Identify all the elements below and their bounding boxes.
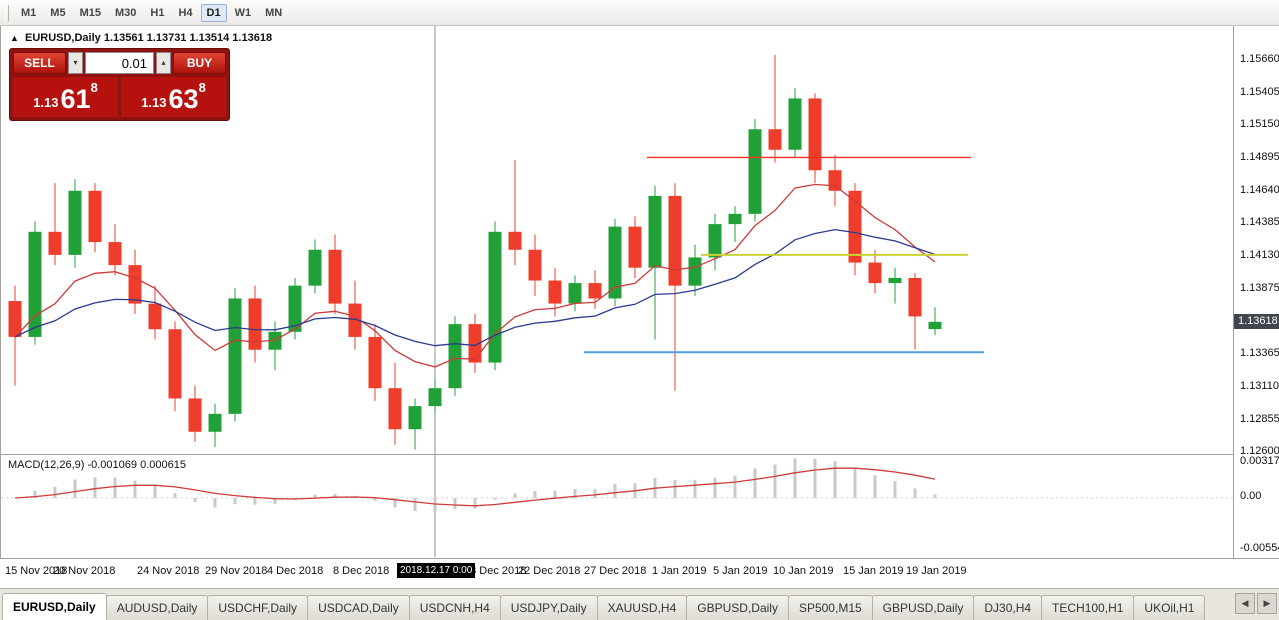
moving-average-line bbox=[14, 228, 936, 347]
sell-price-sup: 8 bbox=[90, 80, 98, 95]
arrow-right-icon: ▶ bbox=[1263, 598, 1271, 608]
chart-area: ▲ EURUSD,Daily 1.13561 1.13731 1.13514 1… bbox=[0, 26, 1233, 558]
sell-price-prefix: 1.13 bbox=[33, 95, 59, 110]
macd-axis-label: 0.003171 bbox=[1240, 455, 1279, 468]
volume-input[interactable] bbox=[85, 52, 154, 74]
tab-gbpusd-daily[interactable]: GBPUSD,Daily bbox=[686, 595, 789, 620]
tab-gbpusd-daily[interactable]: GBPUSD,Daily bbox=[871, 595, 975, 620]
macd-axis-label: -0.005543 bbox=[1240, 542, 1279, 554]
time-axis-label: 18 Dec 2018 bbox=[464, 565, 527, 577]
price-axis-label: 1.13365 bbox=[1240, 347, 1279, 360]
price-axis-label: 1.14895 bbox=[1240, 151, 1279, 164]
chevron-down-icon: ▾ bbox=[73, 58, 78, 67]
macd-signal-line bbox=[14, 467, 936, 507]
tab-usdjpy-daily[interactable]: USDJPY,Daily bbox=[499, 595, 598, 620]
price-axis: 1.13618 1.15660 1.15405 1.15150 1.14895 1.14… bbox=[1233, 26, 1279, 558]
buy-price-sup: 8 bbox=[198, 80, 206, 95]
volume-increase-button[interactable]: ▴ bbox=[156, 52, 171, 74]
time-axis-label: 15 Jan 2019 bbox=[843, 565, 904, 577]
time-axis-label: 10 Jan 2019 bbox=[773, 565, 834, 577]
buy-price-main: 63 bbox=[168, 84, 199, 115]
time-axis-label: 24 Nov 2018 bbox=[137, 565, 200, 577]
sell-button[interactable]: SELL bbox=[13, 52, 66, 74]
chart-symbol-label: EURUSD,Daily bbox=[24, 32, 101, 44]
time-axis-label: 29 Nov 2018 bbox=[205, 565, 268, 577]
price-axis-label: 1.14640 bbox=[1240, 183, 1279, 196]
tab-usdcad-daily[interactable]: USDCAD,Daily bbox=[307, 595, 410, 620]
toolbar-grip[interactable] bbox=[5, 4, 9, 21]
time-axis-label: 8 Dec 2018 bbox=[333, 565, 390, 577]
time-axis-label: 15 Nov 2018 bbox=[5, 565, 68, 577]
tab-xauusd-h4[interactable]: XAUUSD,H4 bbox=[596, 595, 688, 620]
chart-ohlc-values: 1.13561 1.13731 1.13514 1.13618 bbox=[103, 32, 273, 44]
collapse-trade-panel-icon[interactable]: ▲ bbox=[10, 33, 19, 43]
price-axis-label: 1.15150 bbox=[1240, 118, 1279, 131]
tab-ukoil-h1[interactable]: UKOil,H1 bbox=[1133, 595, 1206, 620]
tab-sp500-m15[interactable]: SP500,M15 bbox=[787, 595, 873, 620]
crosshair-date-label: 2018.12.17 0:00 bbox=[397, 563, 476, 578]
timeframe-button-w1[interactable]: W1 bbox=[234, 6, 252, 19]
scroll-tabs-right-button[interactable]: ▶ bbox=[1257, 593, 1277, 614]
time-axis-label: 1 Jan 2019 bbox=[652, 565, 707, 577]
tab-eurusd-daily[interactable]: EURUSD,Daily bbox=[2, 593, 107, 620]
price-axis-label: 1.13875 bbox=[1240, 281, 1279, 294]
timeframe-button-h4[interactable]: H4 bbox=[178, 6, 193, 19]
macd-indicator-label: MACD(12,26,9) -0.001069 0.000615 bbox=[8, 459, 186, 471]
chevron-up-icon: ▴ bbox=[161, 58, 166, 67]
time-axis-label: 5 Jan 2019 bbox=[713, 565, 768, 577]
chart-ohlc-header: ▲ EURUSD,Daily 1.13561 1.13731 1.13514 1… bbox=[10, 32, 272, 44]
price-chart-canvas[interactable] bbox=[1, 26, 1233, 454]
timeframe-button-m30[interactable]: M30 bbox=[114, 6, 137, 19]
buy-button[interactable]: BUY bbox=[173, 52, 226, 74]
time-axis: 2018.12.17 0:00 15 Nov 2018 20 Nov 2018 24… bbox=[0, 558, 1279, 588]
macd-indicator-canvas[interactable] bbox=[1, 454, 1233, 557]
time-axis-label: 27 Dec 2018 bbox=[584, 565, 647, 577]
tab-audusd-daily[interactable]: AUDUSD,Daily bbox=[105, 595, 209, 620]
buy-price-prefix: 1.13 bbox=[141, 95, 167, 110]
sell-price-main: 61 bbox=[60, 84, 91, 115]
one-click-trade-panel: SELL ▾ ▴ BUY 1.13 61 8 1.13 63 bbox=[9, 48, 230, 121]
timeframe-button-m15[interactable]: M15 bbox=[79, 6, 101, 19]
candles bbox=[8, 54, 942, 450]
arrow-left-icon: ◀ bbox=[1241, 598, 1249, 608]
timeframe-button-mn[interactable]: MN bbox=[265, 6, 283, 19]
sell-quote-button[interactable]: 1.13 61 8 bbox=[13, 77, 118, 117]
time-axis-label: 4 Dec 2018 bbox=[267, 565, 324, 577]
tab-usdchf-daily[interactable]: USDCHF,Daily bbox=[207, 595, 309, 620]
price-axis-label: 1.14130 bbox=[1240, 249, 1279, 262]
timeframe-button-h1[interactable]: H1 bbox=[150, 6, 165, 19]
scroll-tabs-left-button[interactable]: ◀ bbox=[1235, 593, 1255, 614]
timeframe-toolbar: M1 M5 M15 M30 H1 H4 D1 W1 MN bbox=[0, 0, 1279, 26]
symbol-tab-bar: EURUSD,Daily AUDUSD,Daily USDCHF,Daily USDC… bbox=[0, 588, 1279, 620]
volume-decrease-button[interactable]: ▾ bbox=[68, 52, 83, 74]
moving-average-line bbox=[14, 183, 936, 368]
price-axis-label: 1.13110 bbox=[1240, 379, 1279, 392]
tab-scroll-buttons: ◀ ▶ bbox=[1232, 593, 1277, 614]
tab-tech100-h1[interactable]: TECH100,H1 bbox=[1041, 595, 1135, 620]
tab-dj30-h4[interactable]: DJ30,H4 bbox=[973, 595, 1043, 620]
time-axis-label: 22 Dec 2018 bbox=[518, 565, 581, 577]
price-axis-label: 1.12600 bbox=[1240, 445, 1279, 458]
price-axis-label: 1.15660 bbox=[1240, 53, 1279, 65]
time-axis-label: 20 Nov 2018 bbox=[53, 565, 116, 577]
price-axis-label: 1.14385 bbox=[1240, 216, 1279, 229]
current-price-tag: 1.13618 bbox=[1234, 313, 1279, 329]
tab-usdcnh-h4[interactable]: USDCNH,H4 bbox=[408, 595, 501, 620]
buy-quote-button[interactable]: 1.13 63 8 bbox=[121, 77, 226, 117]
macd-axis-label: 0.00 bbox=[1240, 490, 1262, 502]
timeframe-button-m1[interactable]: M1 bbox=[21, 6, 37, 19]
timeframe-button-m5[interactable]: M5 bbox=[50, 6, 66, 19]
time-axis-label: 19 Jan 2019 bbox=[906, 565, 967, 577]
price-axis-label: 1.15405 bbox=[1240, 85, 1279, 98]
timeframe-button-d1[interactable]: D1 bbox=[200, 3, 227, 22]
price-axis-label: 1.12855 bbox=[1240, 412, 1279, 425]
